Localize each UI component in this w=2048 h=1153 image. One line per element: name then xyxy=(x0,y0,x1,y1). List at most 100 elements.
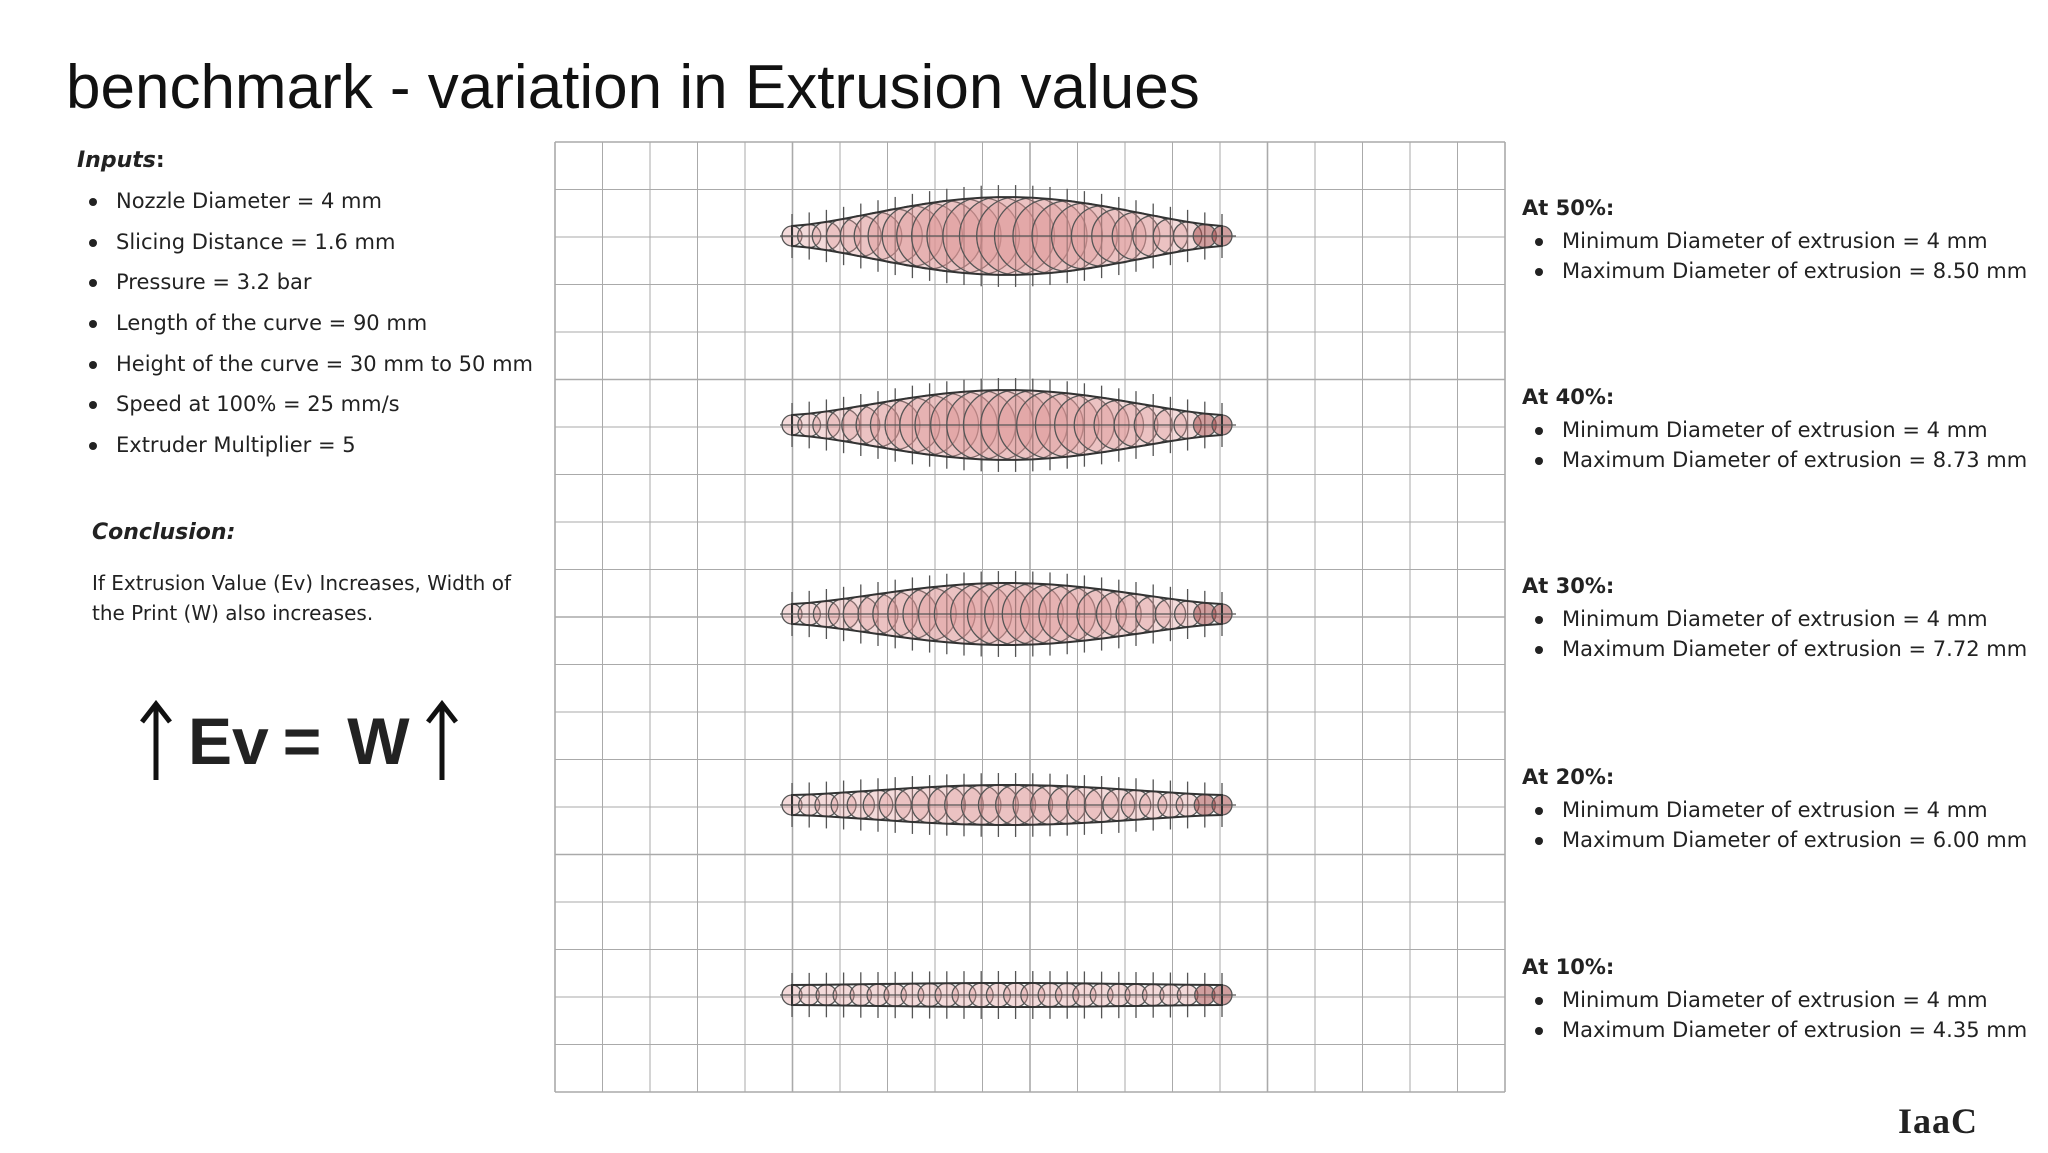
inputs-heading-text: Inputs xyxy=(77,148,156,173)
result-heading: At 20%: xyxy=(1522,765,1615,789)
result-list: Minimum Diameter of extrusion = 4 mm Maxi… xyxy=(1522,415,2027,475)
extrusion-circle xyxy=(1193,793,1216,817)
extrusion-circle xyxy=(984,582,1048,646)
extrusion-circle xyxy=(830,791,857,819)
extrusion-circle xyxy=(798,793,821,817)
extrusion-circle xyxy=(1134,595,1172,633)
result-item: Minimum Diameter of extrusion = 4 mm xyxy=(1535,985,2022,1015)
extrusion-circle xyxy=(977,784,1020,826)
result-item: Minimum Diameter of extrusion = 4 mm xyxy=(1535,604,2022,634)
extrusion-circle xyxy=(1012,784,1054,826)
extrusion-circle xyxy=(1054,394,1115,456)
extrusion-circle xyxy=(811,221,842,251)
extrusion-circle xyxy=(1172,221,1203,251)
extrusion-circle xyxy=(1037,982,1063,1008)
extrusion-circle xyxy=(867,208,923,264)
extrusion-circle xyxy=(798,984,820,1006)
extrusion-circle xyxy=(839,214,882,258)
extrusion-circle xyxy=(841,405,881,445)
extrusion-circle xyxy=(910,200,983,272)
outline xyxy=(791,982,1223,1008)
input-item: Length of the curve = 90 mm xyxy=(89,303,533,344)
extrusion-circle xyxy=(1095,590,1142,638)
extrusion-circle xyxy=(866,983,890,1007)
extrusion-circle xyxy=(781,984,803,1006)
extrusion-circle xyxy=(1065,786,1103,824)
extrusion-circle xyxy=(815,984,838,1006)
extrusion-circle xyxy=(781,225,803,247)
input-item: Extruder Multiplier = 5 xyxy=(89,425,533,466)
extrusion-circle xyxy=(1132,214,1175,258)
extrusion-circle xyxy=(887,588,938,640)
conclusion-text: If Extrusion Value (Ev) Increases, Width… xyxy=(92,571,511,625)
extrusion-circle xyxy=(951,982,977,1008)
extrusion-circle xyxy=(881,205,944,267)
result-item: Minimum Diameter of extrusion = 4 mm xyxy=(1535,415,2022,445)
outline xyxy=(791,389,1223,461)
extrusion-circle xyxy=(934,982,960,1008)
extrusion-circle xyxy=(1173,600,1202,628)
extrusion-circle xyxy=(1072,982,1097,1008)
extrusion-circle xyxy=(1211,603,1233,625)
extrusion-circle xyxy=(1019,583,1081,645)
result-item: Maximum Diameter of extrusion = 8.50 mm xyxy=(1535,256,2027,286)
extrusion-circle xyxy=(1193,602,1217,626)
extrusion-circle xyxy=(1113,402,1159,448)
extrusion-circle xyxy=(1070,205,1133,267)
formula-equals: = xyxy=(282,704,322,778)
extrusion-circle xyxy=(1211,794,1233,816)
result-list: Minimum Diameter of extrusion = 4 mm Maxi… xyxy=(1522,226,2027,286)
result-heading: At 30%: xyxy=(1522,574,1615,598)
extrusion-circle xyxy=(832,983,855,1007)
input-item: Height of the curve = 30 mm to 50 mm xyxy=(89,344,533,385)
extrusion-circle xyxy=(1211,984,1233,1006)
extrusion-circle xyxy=(1141,983,1165,1007)
result-item: Minimum Diameter of extrusion = 4 mm xyxy=(1535,226,2022,256)
result-heading: At 50%: xyxy=(1522,196,1615,220)
extrusion-circle xyxy=(1089,982,1114,1008)
formula-left: Ev xyxy=(188,704,269,778)
extrusion-circle xyxy=(1047,785,1087,825)
extrusion-circle xyxy=(950,582,1013,646)
extrusion-circle xyxy=(1050,202,1118,270)
extrusion-circle xyxy=(994,784,1037,826)
inputs-heading: Inputs: xyxy=(77,148,165,173)
result-item: Maximum Diameter of extrusion = 8.73 mm xyxy=(1535,445,2027,475)
extrusion-circle xyxy=(985,982,1012,1008)
extrusion-circle xyxy=(826,408,861,442)
extrusion-circle xyxy=(980,389,1052,461)
extrusion-circle xyxy=(899,394,960,456)
extrusion-circle xyxy=(1093,399,1145,451)
result-heading: At 40%: xyxy=(1522,385,1615,409)
extrusion-circle xyxy=(855,402,901,448)
extrusion-circle xyxy=(1138,790,1168,820)
extrusion-circle xyxy=(1192,223,1218,249)
result-item: Maximum Diameter of extrusion = 4.35 mm xyxy=(1535,1015,2027,1045)
extrusion-circle xyxy=(958,196,1038,276)
extrusion-circle xyxy=(914,392,980,458)
formula: Ev = W xyxy=(138,700,460,782)
extrusion-circle xyxy=(1111,211,1161,261)
logo: IaaC xyxy=(1898,1101,1979,1141)
up-arrow xyxy=(425,700,458,780)
extrusion-circle xyxy=(1194,984,1216,1006)
extrusion-circle xyxy=(942,197,1021,275)
extrusion-circle xyxy=(896,202,964,270)
extrusion-circle xyxy=(1020,982,1046,1008)
result-item: Maximum Diameter of extrusion = 6.00 mm xyxy=(1535,825,2027,855)
extrusion-circle xyxy=(997,389,1068,461)
result-item: Maximum Diameter of extrusion = 7.72 mm xyxy=(1535,634,2027,664)
result-block: At 50%: Minimum Diameter of extrusion = 4… xyxy=(1522,196,2027,286)
extrusion-circle xyxy=(1133,405,1173,445)
extrusion-circle xyxy=(1002,982,1029,1008)
extrusion-circle xyxy=(1176,984,1199,1006)
extrusion-circle xyxy=(853,211,903,261)
input-item: Slicing Distance = 1.6 mm xyxy=(89,222,533,263)
extrusion-circle xyxy=(1057,586,1112,642)
extrusion-circle xyxy=(797,412,822,438)
extrusion-circle xyxy=(781,414,803,436)
extrusion-circle xyxy=(933,583,995,645)
extrusion-circle xyxy=(872,590,919,638)
extrusion-circle xyxy=(812,410,841,440)
